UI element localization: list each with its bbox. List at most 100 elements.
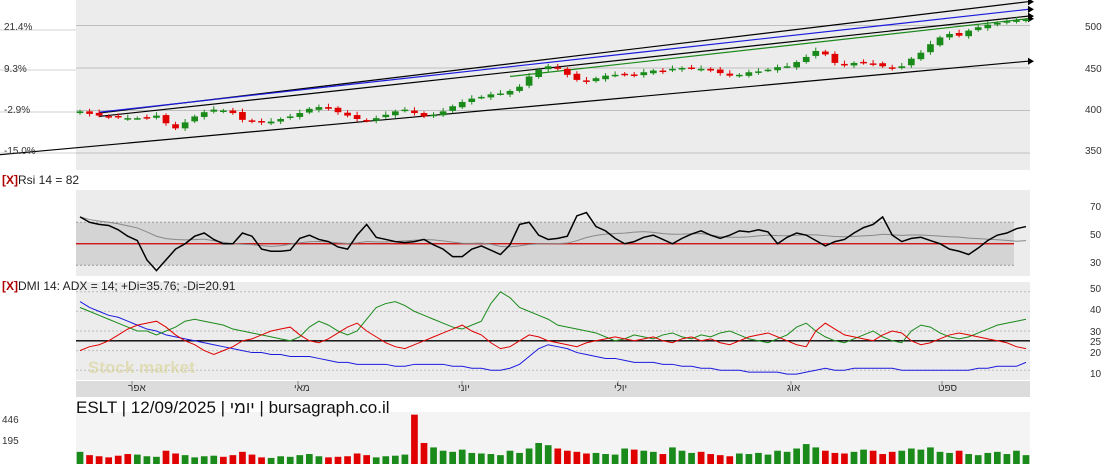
rsi-close-button[interactable]: [X] [2,173,18,187]
volume-bar [200,456,208,464]
volume-bar [449,451,457,464]
volume-bar [477,453,485,464]
adx-line [79,301,1027,375]
candle-body [162,115,170,124]
candle-body [153,115,160,118]
dmi-close-button[interactable]: [X] [2,279,18,293]
channel-arrow [1028,0,1034,6]
candle-body [525,76,533,86]
candle-body [258,121,265,123]
volume-bar [716,455,724,464]
dmi-axis-label: 10 [1090,369,1102,380]
price-panel-bg [76,0,1030,170]
volume-bar [869,450,877,464]
candle-body [210,109,218,112]
volume-bar [305,454,313,464]
candle-body [382,114,390,118]
candle-body [372,118,380,121]
candle-body [850,62,858,66]
volume-bar [993,451,1001,464]
price-label: 450 [1085,64,1102,75]
candle-body [630,74,638,76]
candle-body [688,67,695,69]
candle-body [353,115,361,119]
volume-bar [172,453,179,464]
candle-body [755,71,762,73]
volume-bar [114,455,122,464]
candle-body [95,112,103,116]
candle-body [344,112,351,116]
candle-body [133,118,141,120]
candle-body [669,68,676,71]
candle-body [821,51,829,55]
dmi-title-text: DMI 14: ADX = 14; +Di=35.76; -Di=20.91 [18,279,236,293]
volume-bar [640,450,648,464]
volume-bar [344,456,351,464]
volume-bar [965,454,973,464]
volume-bar [286,456,294,464]
volume-bar [783,451,791,464]
volume-bar [239,451,246,464]
candle-body [143,117,151,119]
candle-body [430,114,437,117]
candle-body [697,68,705,71]
candle-body [267,121,275,124]
volume-bar [573,451,581,464]
volume-bar [382,456,390,464]
volume-bar [229,455,237,464]
candle-body [535,69,543,78]
volume-bar [219,456,227,464]
rsi-line [79,211,1027,272]
volume-bar [439,450,447,464]
volume-panel-bg [76,412,1030,464]
volume-bar [611,454,619,464]
dmi-axis-label: 40 [1090,305,1102,316]
candle-body [583,80,590,82]
x-axis-strip [76,381,1030,397]
volume-bar [296,455,304,464]
candle-body [860,61,867,64]
channel-arrow [1028,12,1034,20]
candle-body [200,112,208,117]
volume-bar [315,456,323,464]
candle-body [726,73,734,76]
volume-bar [248,454,256,464]
volume-bar [133,454,141,464]
pct-label: -2.9% [4,105,31,116]
candle-body [124,118,132,120]
volume-bar [583,453,590,464]
candle-body [659,70,667,73]
candle-body [898,66,906,68]
candle-body [86,111,93,114]
candle-body [315,107,323,110]
volume-bar [850,451,858,464]
candle-body [573,73,581,80]
volume-bar [487,454,495,464]
volume-bar [659,454,667,464]
candle-body [516,86,523,91]
volume-bar [401,454,409,464]
volume-bar [984,452,992,464]
volume-bar [841,453,848,464]
volume-bar [879,454,887,464]
dmi-axis-label: 30 [1090,327,1102,338]
candle-body [993,22,1001,25]
candle-body [955,32,963,36]
volume-bar [649,451,657,464]
price-label: 500 [1085,22,1102,33]
candle-body [783,66,791,68]
candle-body [334,107,342,113]
candle-body [907,58,915,66]
candle-body [611,74,619,77]
rsi-axis-label: 30 [1090,258,1102,269]
price-label: 350 [1085,146,1102,157]
volume-bar [1013,450,1020,464]
candle-body [497,93,504,95]
volume-bar [535,442,543,464]
volume-bar [774,450,781,464]
volume-bar [755,452,762,464]
volume-bar [497,455,504,464]
candle-body [458,102,466,108]
volume-bar [363,455,371,464]
